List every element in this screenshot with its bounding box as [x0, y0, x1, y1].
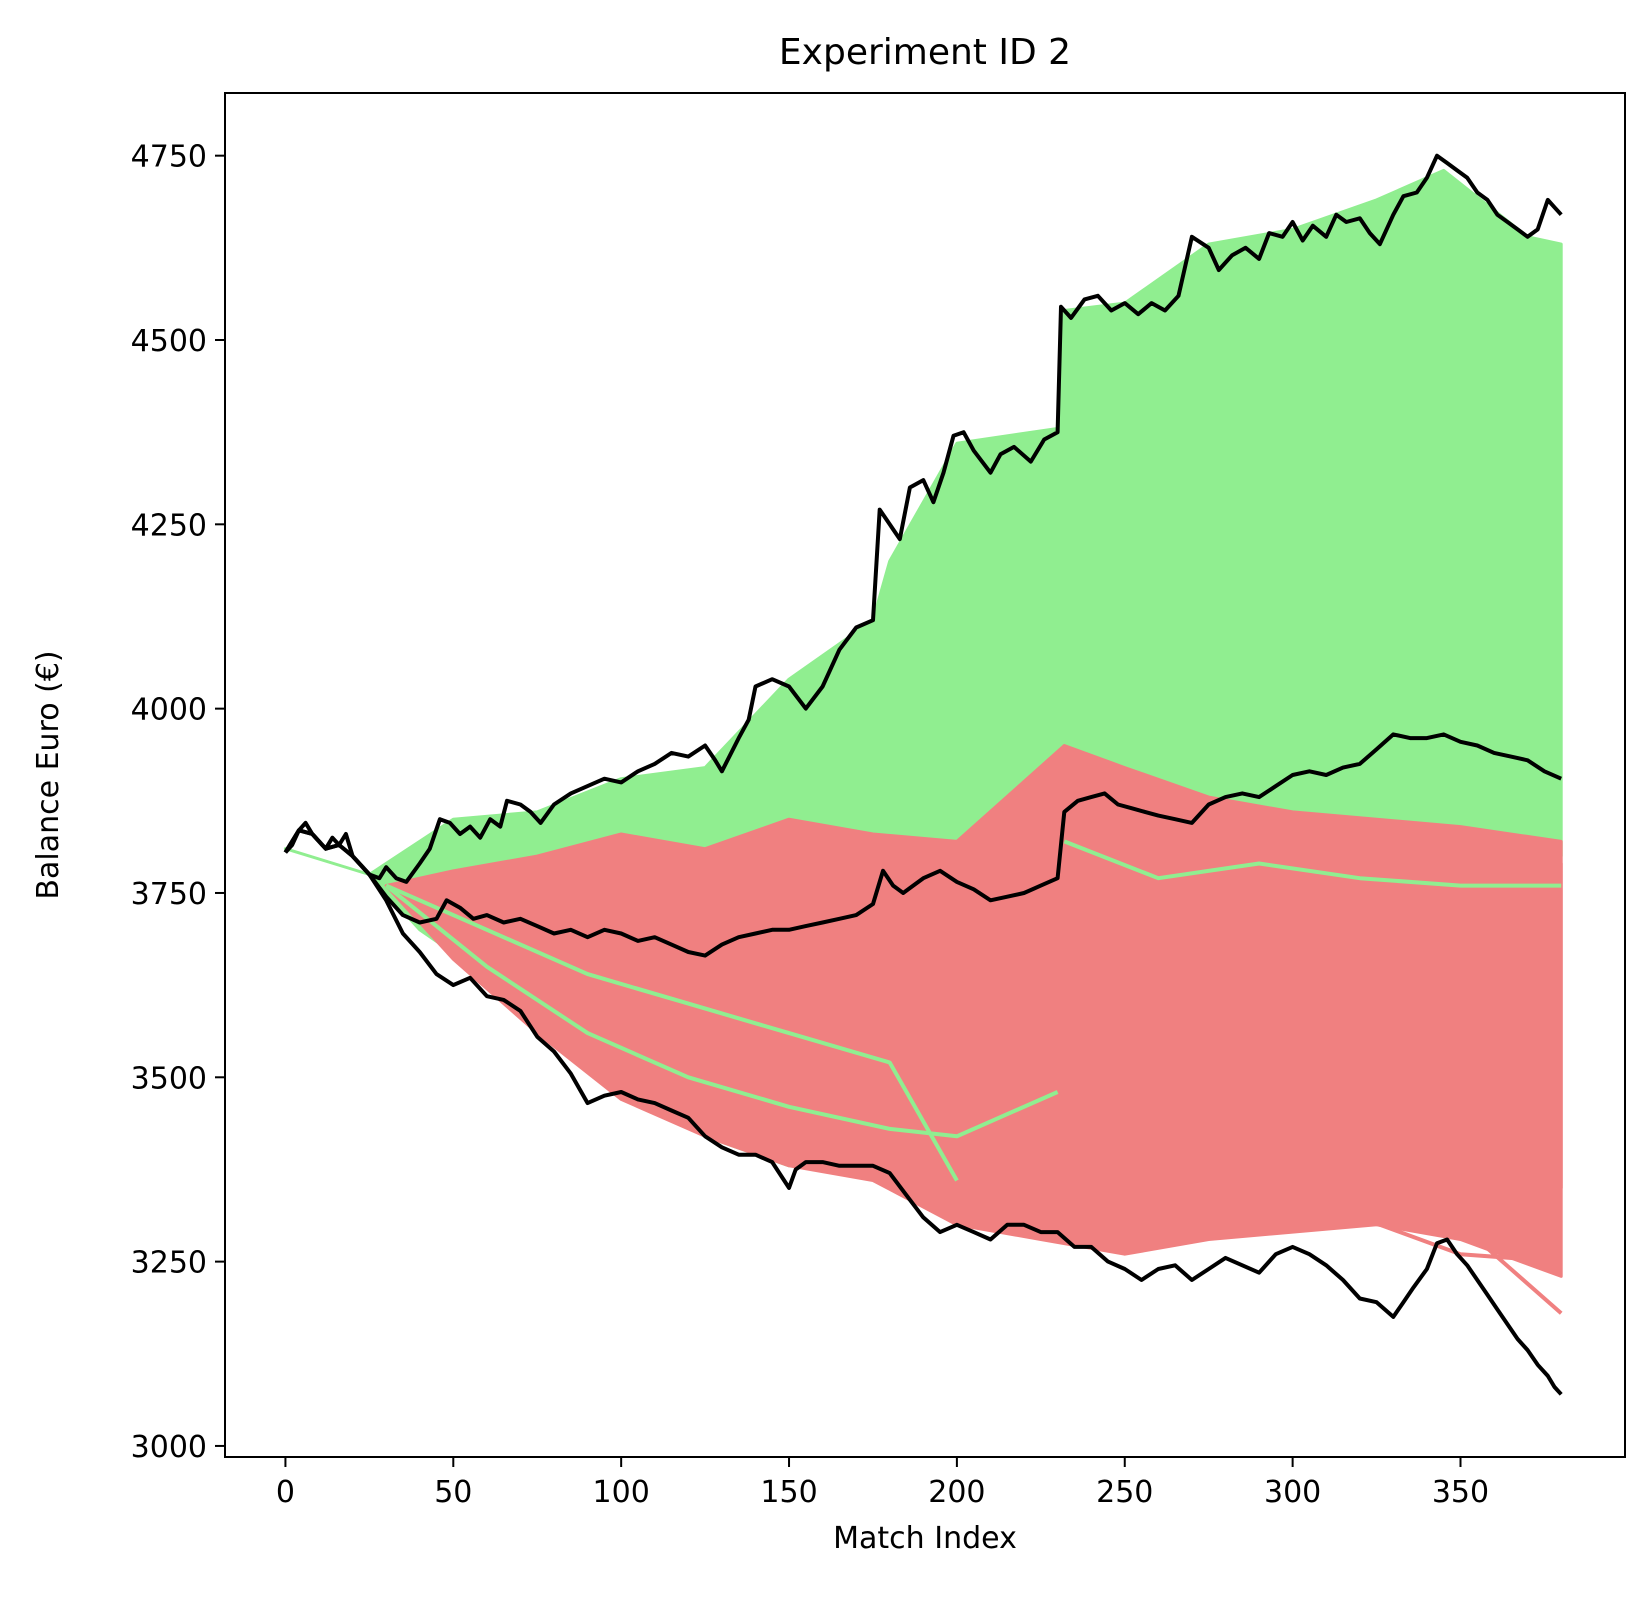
run-line-6: [384, 884, 1059, 1139]
x-tick-label: 50: [434, 1475, 472, 1510]
plot-frame: [224, 92, 1626, 1458]
run-band-3: [1062, 862, 1563, 1190]
run-line-3: [385, 883, 1563, 1315]
run-line-2: [384, 884, 1562, 1109]
x-tick-label: 250: [1096, 1475, 1153, 1510]
chart-title: Experiment ID 2: [779, 32, 1071, 73]
y-tick-label: 3750: [131, 877, 207, 912]
x-tick-label: 350: [1432, 1475, 1489, 1510]
x-tick-label: 300: [1264, 1475, 1321, 1510]
x-tick-label: 200: [928, 1475, 985, 1510]
x-tick-label: 100: [593, 1475, 650, 1510]
max-balance-line: [283, 153, 1563, 884]
y-tick-label: 4000: [131, 693, 207, 728]
median-balance-line: [283, 732, 1563, 958]
run-line-7: [1063, 839, 1562, 888]
y-axis: 3000 3250 3500 3750 4000 4250 4500 4750: [131, 140, 225, 1465]
run-line-1: [385, 780, 1562, 932]
y-tick-label: 4750: [131, 140, 207, 175]
y-tick-label: 4500: [131, 324, 207, 359]
x-axis: 0 50 100 150 200 250 300 350: [276, 1457, 1489, 1510]
y-tick-label: 4250: [131, 508, 207, 543]
x-tick-label: 150: [760, 1475, 817, 1510]
series-layer: [283, 168, 1563, 1315]
min-balance-line: [283, 828, 1563, 1396]
x-tick-label: 0: [276, 1475, 295, 1510]
y-tick-label: 3500: [131, 1061, 207, 1096]
y-axis-title: Balance Euro (€): [31, 650, 66, 899]
run-line-4: [1062, 1076, 1562, 1264]
envelope-layer: [283, 153, 1563, 1396]
x-axis-title: Match Index: [833, 1521, 1017, 1556]
run-line-5: [385, 883, 959, 1182]
y-tick-label: 3250: [131, 1246, 207, 1281]
y-tick-label: 3000: [131, 1430, 207, 1465]
